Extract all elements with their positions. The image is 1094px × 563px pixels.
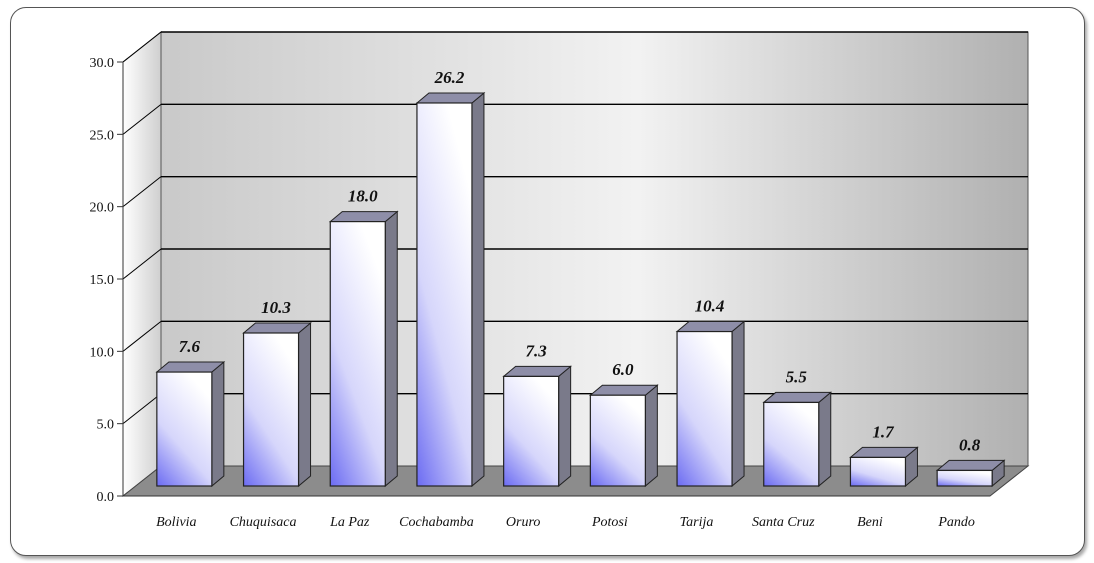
bar: 5.5 <box>762 367 833 488</box>
bar-top <box>328 211 399 223</box>
bar-side <box>644 384 658 488</box>
data-label: 0.8 <box>959 435 981 454</box>
bars: 7.6 10.3 18.0 26.2 7.3 6.0 10.4 5.5 1.7 0.8 <box>155 68 1006 488</box>
bar-top <box>155 361 226 373</box>
bar: 26.2 <box>415 68 486 488</box>
y-tick-label: 25.0 <box>90 128 115 143</box>
bar: 7.6 <box>155 337 226 488</box>
x-axis: Bolivia Chuquisaca La Paz Cochabamba Oruro Po… <box>123 495 990 530</box>
bar-front <box>503 375 560 487</box>
y-tick-label: 0.0 <box>97 490 115 505</box>
data-label: 10.4 <box>695 297 725 316</box>
y-tick-label: 10.0 <box>90 345 115 360</box>
y-tick-label: 30.0 <box>90 56 115 71</box>
y-axis: 0.0 5.0 10.0 15.0 20.0 25.0 30.0 <box>90 56 124 505</box>
bar-top <box>675 321 746 333</box>
x-tick-label: Bolivia <box>156 515 196 530</box>
y-tick-label: 5.0 <box>97 418 115 433</box>
y-tick-label: 20.0 <box>90 201 115 216</box>
x-tick-label: La Paz <box>329 515 370 530</box>
bar: 0.8 <box>935 435 1006 488</box>
bar-front <box>416 102 473 487</box>
gridline-side <box>122 176 162 208</box>
data-label: 7.3 <box>526 341 548 360</box>
data-label: 10.3 <box>261 298 291 317</box>
bar-top <box>762 391 833 403</box>
bar: 18.0 <box>328 187 399 488</box>
bar-front <box>936 469 993 487</box>
gridline-side <box>122 320 162 352</box>
gridline-side <box>122 248 162 280</box>
y-tick-label: 15.0 <box>90 273 115 288</box>
bar: 1.7 <box>849 422 919 488</box>
bar-side <box>471 91 485 488</box>
data-label: 6.0 <box>612 360 634 379</box>
bar-side <box>731 320 745 488</box>
data-label: 18.0 <box>348 187 378 206</box>
bar-front <box>589 394 646 487</box>
x-tick-label: Santa Cruz <box>752 515 815 530</box>
bar-front <box>329 221 386 487</box>
bar-side <box>384 210 398 488</box>
data-label: 26.2 <box>434 68 465 87</box>
bar-top <box>849 446 919 458</box>
bar-top <box>415 92 486 104</box>
bar-side <box>298 321 312 488</box>
bar: 6.0 <box>588 360 659 488</box>
bar-top <box>935 459 1006 471</box>
data-label: 5.5 <box>786 367 808 386</box>
bar-side <box>818 391 832 488</box>
x-tick-label: Oruro <box>506 515 541 530</box>
bar-front <box>242 332 300 487</box>
bar-top <box>588 384 659 396</box>
gridline-side <box>122 103 162 135</box>
bar-top <box>502 365 573 377</box>
x-tick-label: Potosi <box>591 515 628 530</box>
gridline-side <box>122 31 162 63</box>
bar-front <box>849 456 907 487</box>
bar-side <box>211 360 225 488</box>
x-tick-label: Chuquisaca <box>230 515 297 530</box>
bar: 10.4 <box>675 297 746 488</box>
gridline-side <box>122 393 162 425</box>
bar: 10.3 <box>242 298 312 488</box>
bar-top <box>242 322 312 334</box>
bar-front <box>763 401 820 487</box>
x-tick-label: Cochabamba <box>399 515 474 530</box>
bar-front <box>156 371 213 487</box>
data-label: 7.6 <box>179 337 201 356</box>
x-tick-label: Tarija <box>680 515 714 530</box>
data-label: 1.7 <box>872 422 895 441</box>
bar-front <box>676 330 733 487</box>
x-tick-label: Beni <box>857 515 883 530</box>
x-tick-label: Pando <box>937 515 975 530</box>
bar: 7.3 <box>502 341 573 488</box>
bar-side <box>558 365 572 488</box>
